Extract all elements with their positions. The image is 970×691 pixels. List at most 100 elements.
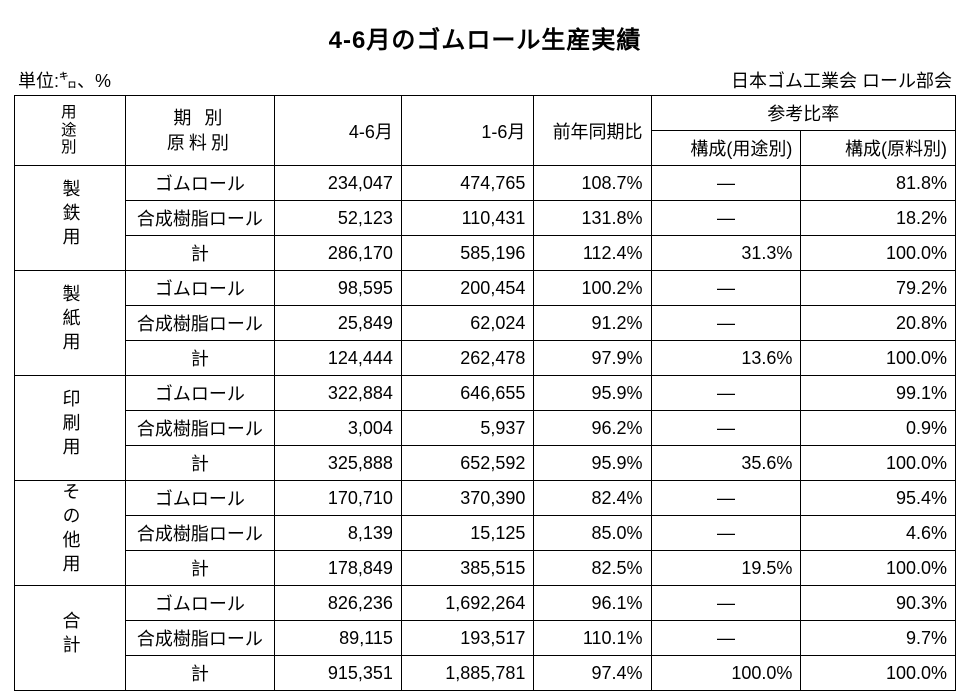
value-1-6: 110,431 [401, 201, 533, 236]
value-1-6: 385,515 [401, 551, 533, 586]
value-1-6: 1,885,781 [401, 656, 533, 691]
usage-label: 印刷用 [15, 376, 126, 481]
value-comp-material: 90.3% [801, 586, 956, 621]
value-comp-material: 95.4% [801, 481, 956, 516]
value-4-6: 178,849 [275, 551, 402, 586]
value-yoy: 112.4% [534, 236, 651, 271]
table-header: 用途別 期 別原料別 4-6月 1-6月 前年同期比 参考比率 構成(用途別) … [15, 96, 956, 166]
value-comp-material: 100.0% [801, 446, 956, 481]
material-label: 合成樹脂ロール [125, 621, 275, 656]
table-row: 計325,888652,59295.9%35.6%100.0% [15, 446, 956, 481]
value-comp-usage: 31.3% [651, 236, 801, 271]
value-comp-usage: — [651, 306, 801, 341]
value-comp-material: 20.8% [801, 306, 956, 341]
value-comp-material: 18.2% [801, 201, 956, 236]
value-4-6: 322,884 [275, 376, 402, 411]
table-row: 製鉄用ゴムロール234,047474,765108.7%—81.8% [15, 166, 956, 201]
value-yoy: 91.2% [534, 306, 651, 341]
table-row: 計178,849385,51582.5%19.5%100.0% [15, 551, 956, 586]
value-4-6: 286,170 [275, 236, 402, 271]
value-1-6: 585,196 [401, 236, 533, 271]
value-1-6: 262,478 [401, 341, 533, 376]
value-comp-usage: 35.6% [651, 446, 801, 481]
value-yoy: 131.8% [534, 201, 651, 236]
value-4-6: 89,115 [275, 621, 402, 656]
value-4-6: 325,888 [275, 446, 402, 481]
value-4-6: 8,139 [275, 516, 402, 551]
value-4-6: 124,444 [275, 341, 402, 376]
material-label: 計 [125, 656, 275, 691]
material-label: 計 [125, 446, 275, 481]
material-label: 合成樹脂ロール [125, 411, 275, 446]
value-comp-material: 79.2% [801, 271, 956, 306]
value-4-6: 25,849 [275, 306, 402, 341]
value-yoy: 96.1% [534, 586, 651, 621]
value-1-6: 200,454 [401, 271, 533, 306]
material-label: ゴムロール [125, 166, 275, 201]
value-comp-usage: — [651, 586, 801, 621]
usage-label: 製鉄用 [15, 166, 126, 271]
value-comp-material: 4.6% [801, 516, 956, 551]
value-yoy: 97.9% [534, 341, 651, 376]
table-row: 計915,3511,885,78197.4%100.0%100.0% [15, 656, 956, 691]
value-yoy: 82.4% [534, 481, 651, 516]
value-yoy: 108.7% [534, 166, 651, 201]
value-yoy: 96.2% [534, 411, 651, 446]
value-comp-usage: 19.5% [651, 551, 801, 586]
table-row: 計124,444262,47897.9%13.6%100.0% [15, 341, 956, 376]
material-label: 計 [125, 341, 275, 376]
value-1-6: 474,765 [401, 166, 533, 201]
table-row: その他用ゴムロール170,710370,39082.4%—95.4% [15, 481, 956, 516]
value-1-6: 370,390 [401, 481, 533, 516]
usage-label: その他用 [15, 481, 126, 586]
material-label: ゴムロール [125, 481, 275, 516]
table-row: 合成樹脂ロール52,123110,431131.8%—18.2% [15, 201, 956, 236]
value-yoy: 82.5% [534, 551, 651, 586]
value-1-6: 15,125 [401, 516, 533, 551]
table-row: 合成樹脂ロール8,13915,12585.0%—4.6% [15, 516, 956, 551]
value-4-6: 170,710 [275, 481, 402, 516]
value-yoy: 100.2% [534, 271, 651, 306]
value-4-6: 98,595 [275, 271, 402, 306]
value-4-6: 915,351 [275, 656, 402, 691]
value-yoy: 110.1% [534, 621, 651, 656]
header-4-6: 4-6月 [275, 96, 402, 166]
header-period-material: 期 別原料別 [125, 96, 275, 166]
unit-label: 単位:㌔、% [18, 67, 111, 93]
material-label: 合成樹脂ロール [125, 201, 275, 236]
value-comp-material: 9.7% [801, 621, 956, 656]
value-comp-usage: — [651, 201, 801, 236]
value-comp-material: 99.1% [801, 376, 956, 411]
material-label: 合成樹脂ロール [125, 516, 275, 551]
value-comp-material: 100.0% [801, 341, 956, 376]
table-row: 計286,170585,196112.4%31.3%100.0% [15, 236, 956, 271]
value-comp-usage: — [651, 481, 801, 516]
header-comp-usage: 構成(用途別) [651, 131, 801, 166]
value-yoy: 97.4% [534, 656, 651, 691]
value-1-6: 646,655 [401, 376, 533, 411]
value-comp-material: 100.0% [801, 656, 956, 691]
value-comp-usage: — [651, 166, 801, 201]
source-label: 日本ゴム工業会 ロール部会 [731, 67, 952, 93]
value-comp-usage: — [651, 376, 801, 411]
value-comp-material: 81.8% [801, 166, 956, 201]
material-label: ゴムロール [125, 586, 275, 621]
table-row: 印刷用ゴムロール322,884646,65595.9%—99.1% [15, 376, 956, 411]
value-comp-material: 100.0% [801, 236, 956, 271]
value-comp-usage: 13.6% [651, 341, 801, 376]
value-comp-usage: — [651, 516, 801, 551]
value-yoy: 95.9% [534, 446, 651, 481]
value-1-6: 652,592 [401, 446, 533, 481]
value-1-6: 193,517 [401, 621, 533, 656]
value-comp-usage: — [651, 621, 801, 656]
material-label: ゴムロール [125, 376, 275, 411]
value-4-6: 826,236 [275, 586, 402, 621]
value-comp-material: 100.0% [801, 551, 956, 586]
value-comp-material: 0.9% [801, 411, 956, 446]
material-label: 計 [125, 551, 275, 586]
value-1-6: 62,024 [401, 306, 533, 341]
header-comp-material: 構成(原料別) [801, 131, 956, 166]
meta-row: 単位:㌔、% 日本ゴム工業会 ロール部会 [14, 67, 956, 95]
table-row: 製紙用ゴムロール98,595200,454100.2%—79.2% [15, 271, 956, 306]
table-body: 製鉄用ゴムロール234,047474,765108.7%—81.8%合成樹脂ロー… [15, 166, 956, 691]
